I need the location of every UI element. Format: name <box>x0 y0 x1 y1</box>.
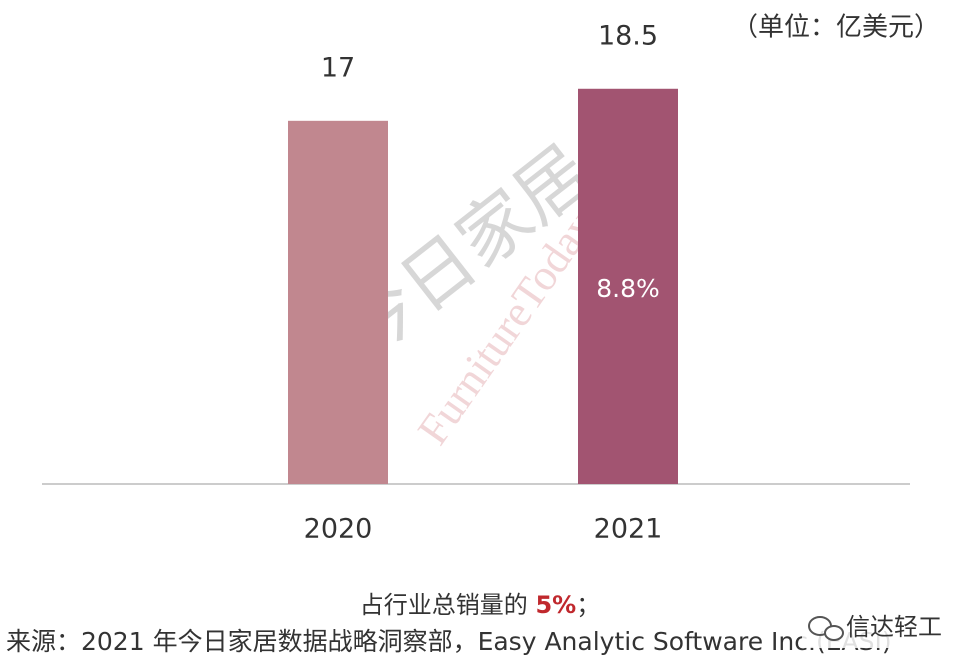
note-highlight: 5% <box>535 591 576 619</box>
note: 占行业总销量的 5%； <box>360 591 600 619</box>
x-tick-label: 2021 <box>594 514 663 545</box>
bar <box>288 120 388 485</box>
note-text: ； <box>576 591 600 619</box>
bar-annotation: 8.8% <box>596 274 660 303</box>
bar <box>578 88 678 484</box>
source: 来源：2021 年今日家居数据战略洞察部，Easy Analytic Softw… <box>6 627 892 656</box>
note-text: 占行业总销量的 <box>360 591 536 619</box>
logo-text: 信达轻工 <box>846 613 942 641</box>
x-tick-label: 2020 <box>304 514 373 545</box>
value-label: 18.5 <box>598 20 658 51</box>
value-label: 17 <box>321 52 355 83</box>
logo: 信达轻工 <box>802 610 952 648</box>
logo-icon <box>824 625 844 641</box>
unit-label: （单位：亿美元） <box>732 13 940 43</box>
